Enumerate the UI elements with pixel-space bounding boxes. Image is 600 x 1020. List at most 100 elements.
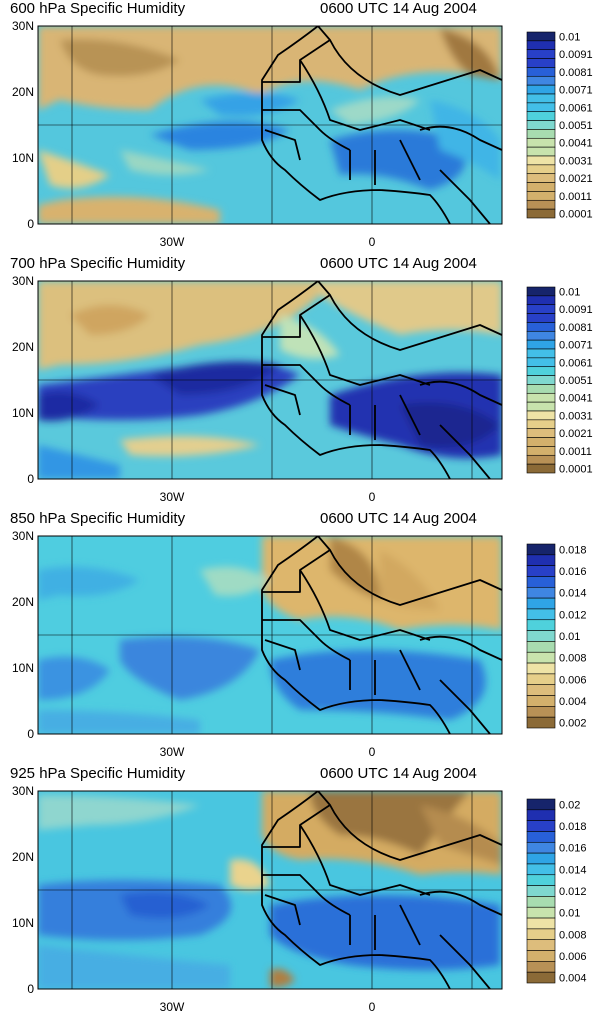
colorbar-swatch bbox=[526, 852, 556, 865]
colorbar-swatch bbox=[526, 896, 556, 908]
colorbar-label: 0.0071 bbox=[559, 340, 593, 352]
colorbar-swatch bbox=[526, 576, 556, 588]
colorbar-swatch bbox=[526, 366, 556, 376]
colorbar-swatch bbox=[526, 950, 556, 962]
colorbar-label: 0.014 bbox=[559, 864, 587, 876]
colorbar-swatch bbox=[526, 798, 556, 811]
colorbar: 0.01 0.0091 0.0081 0.0071 0.0061 0.0051 0.0041… bbox=[526, 31, 593, 221]
y-axis-labels: 30N 20N 10N 0 bbox=[12, 19, 34, 231]
colorbar-swatch bbox=[526, 401, 556, 412]
x-tick-0: 0 bbox=[369, 235, 376, 249]
colorbar-swatch bbox=[526, 695, 556, 707]
colorbar-label: 0.004 bbox=[559, 696, 587, 708]
colorbar-swatch bbox=[526, 874, 556, 886]
colorbar-swatch bbox=[526, 339, 556, 350]
colorbar-swatch bbox=[526, 809, 556, 821]
x-axis-labels: 30W 0 bbox=[160, 1000, 376, 1014]
colorbar-swatch bbox=[526, 630, 556, 642]
y-tick-30n: 30N bbox=[12, 529, 34, 543]
y-axis-labels: 30N 20N 10N 0 bbox=[12, 529, 34, 741]
x-tick-0: 0 bbox=[369, 745, 376, 759]
coastline bbox=[261, 791, 502, 989]
panel-time: 0600 UTC 14 Aug 2004 bbox=[320, 0, 477, 17]
panel-600hpa: 600 hPa Specific Humidity 0600 UTC 14 Au… bbox=[0, 0, 600, 255]
colorbar-label: 0.0091 bbox=[559, 49, 593, 61]
colorbar-label: 0.006 bbox=[559, 951, 587, 963]
y-tick-10n: 10N bbox=[12, 916, 34, 930]
y-tick-30n: 30N bbox=[12, 784, 34, 798]
colorbar-swatch bbox=[526, 31, 556, 42]
colorbar-swatch bbox=[526, 173, 556, 183]
colorbar-swatch bbox=[526, 463, 556, 474]
y-tick-30n: 30N bbox=[12, 19, 34, 33]
colorbar-swatch bbox=[526, 608, 556, 621]
colorbar-swatch bbox=[526, 446, 556, 456]
colorbar-label: 0.0051 bbox=[559, 375, 593, 387]
x-axis-labels: 30W 0 bbox=[160, 235, 376, 249]
colorbar-swatch bbox=[526, 164, 556, 175]
y-tick-0: 0 bbox=[27, 727, 34, 741]
colorbar-swatch bbox=[526, 357, 556, 368]
colorbar-swatch bbox=[526, 58, 556, 68]
colorbar-swatch bbox=[526, 554, 556, 566]
colorbar-label: 0.0031 bbox=[559, 155, 593, 167]
x-axis-labels: 30W 0 bbox=[160, 490, 376, 504]
y-tick-10n: 10N bbox=[12, 151, 34, 165]
colorbar-swatch bbox=[526, 120, 556, 130]
colorbar-swatch bbox=[526, 543, 556, 556]
colorbar: 0.018 0.016 0.014 0.012 0.01 0.008 0.006 0.004 0… bbox=[526, 543, 587, 730]
colorbar-label: 0.0071 bbox=[559, 85, 593, 97]
colorbar-swatch bbox=[526, 906, 556, 919]
colorbar-label: 0.01 bbox=[559, 631, 580, 643]
panel-850hpa: 850 hPa Specific Humidity 0600 UTC 14 Au… bbox=[0, 510, 600, 765]
y-axis-labels: 30N 20N 10N 0 bbox=[12, 784, 34, 996]
colorbar-swatch bbox=[526, 155, 556, 166]
colorbar-label: 0.018 bbox=[559, 821, 587, 833]
y-tick-0: 0 bbox=[27, 982, 34, 996]
colorbar-swatch bbox=[526, 961, 556, 973]
colorbar-label: 0.012 bbox=[559, 886, 587, 898]
panel-title: 850 hPa Specific Humidity bbox=[10, 510, 186, 527]
colorbar-swatch bbox=[526, 651, 556, 664]
colorbar-swatch bbox=[526, 673, 556, 686]
colorbar-label: 0.0011 bbox=[559, 191, 592, 203]
colorbar-swatch bbox=[526, 137, 556, 148]
colorbar-swatch bbox=[526, 662, 556, 675]
colorbar-swatch bbox=[526, 375, 556, 385]
x-tick-30w: 30W bbox=[160, 490, 185, 504]
panel-time: 0600 UTC 14 Aug 2004 bbox=[320, 765, 477, 782]
colorbar-swatch bbox=[526, 49, 556, 59]
y-tick-20n: 20N bbox=[12, 85, 34, 99]
colorbar-label: 0.01 bbox=[559, 31, 580, 43]
colorbar-swatch bbox=[526, 129, 556, 139]
coastline bbox=[261, 26, 502, 224]
panel-title: 700 hPa Specific Humidity bbox=[10, 255, 186, 272]
colorbar-label: 0.014 bbox=[559, 588, 587, 600]
colorbar-swatch bbox=[526, 597, 556, 610]
x-tick-0: 0 bbox=[369, 1000, 376, 1014]
colorbar-swatch bbox=[526, 454, 556, 465]
colorbar-swatch bbox=[526, 146, 556, 157]
colorbar-swatch bbox=[526, 419, 556, 430]
colorbar-label: 0.0061 bbox=[559, 102, 593, 114]
colorbar-label: 0.006 bbox=[559, 674, 587, 686]
y-tick-0: 0 bbox=[27, 472, 34, 486]
colorbar-swatch bbox=[526, 111, 556, 121]
x-axis-labels: 30W 0 bbox=[160, 745, 376, 759]
grid-lines bbox=[38, 536, 502, 734]
colorbar-swatch bbox=[526, 313, 556, 323]
x-tick-0: 0 bbox=[369, 490, 376, 504]
y-tick-20n: 20N bbox=[12, 595, 34, 609]
y-tick-20n: 20N bbox=[12, 850, 34, 864]
grid-lines bbox=[38, 791, 502, 989]
colorbar-swatch bbox=[526, 322, 556, 332]
colorbar-swatch bbox=[526, 199, 556, 210]
colorbar-swatch bbox=[526, 928, 556, 941]
colorbar: 0.02 0.018 0.016 0.014 0.012 0.01 0.008 0.006 0.… bbox=[526, 798, 587, 985]
grid-lines bbox=[38, 281, 502, 479]
colorbar-swatch bbox=[526, 84, 556, 95]
colorbar-label: 0.0011 bbox=[559, 446, 592, 458]
colorbar-label: 0.0041 bbox=[559, 393, 593, 405]
colorbar-swatch bbox=[526, 971, 556, 984]
map-plot: 30N 20N 10N 0 30W 0 0.01 0.0091 0.0081 0.00… bbox=[12, 19, 593, 249]
